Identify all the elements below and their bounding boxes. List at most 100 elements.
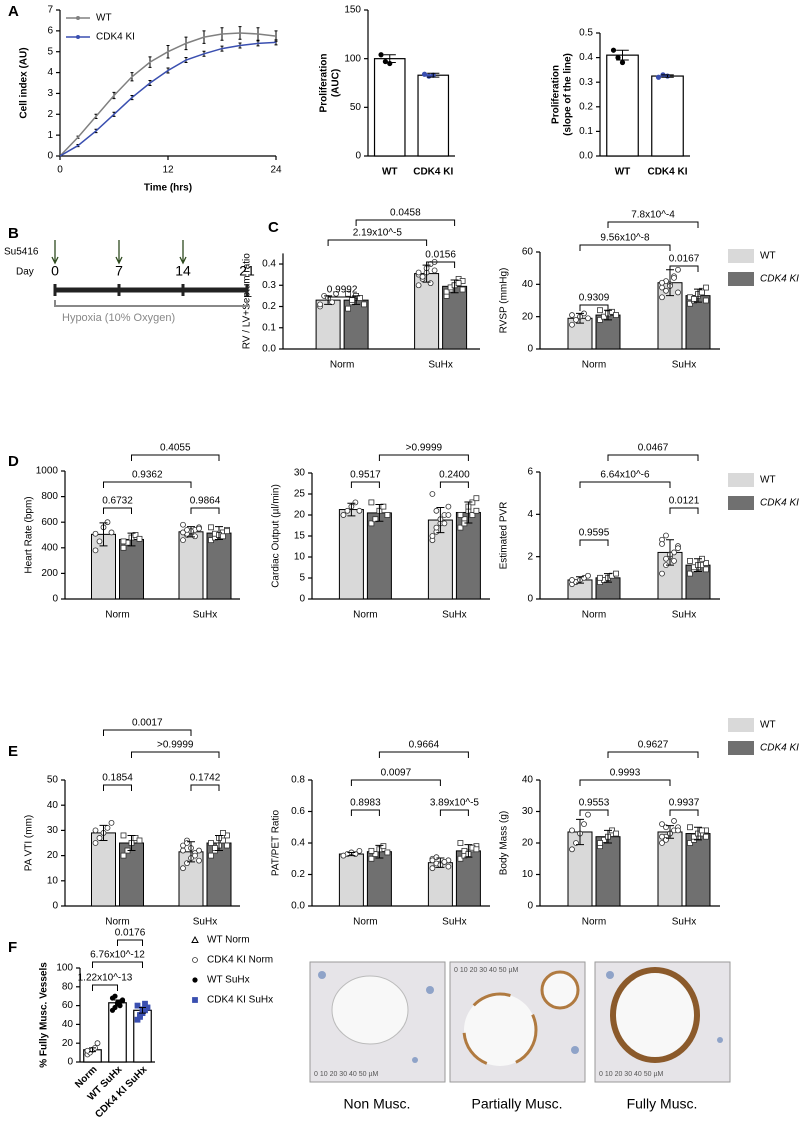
error-bar (347, 502, 356, 517)
y-tick-label: 40 (62, 1019, 74, 1030)
legend-marker (76, 35, 80, 39)
p-value: 0.1742 (190, 773, 221, 784)
point (356, 507, 363, 514)
point (368, 847, 375, 854)
caption: Non Musc. (344, 1096, 411, 1112)
y-tick-label: 0.2 (291, 869, 305, 880)
p-value: 0.4055 (160, 443, 191, 454)
point (345, 290, 352, 297)
point (659, 833, 665, 840)
y-axis-label: PA VTI (mm) (24, 815, 35, 871)
p-value: 0.0467 (638, 443, 669, 454)
significance-bracket (92, 984, 118, 991)
significance-bracket (378, 454, 469, 461)
p-value: 0.2400 (439, 470, 470, 481)
x-tick-label: Norm (353, 610, 377, 621)
point (703, 297, 709, 304)
p-value: 0.0167 (669, 254, 700, 265)
condition-label: Hypoxia (10% Oxygen) (62, 312, 175, 324)
legend-swatch (728, 496, 754, 510)
significance-bracket (190, 784, 220, 791)
panel-label: B (8, 225, 19, 242)
point (473, 495, 480, 502)
error-bar (661, 74, 674, 78)
error-bar (375, 504, 384, 522)
y-tick-label: 1000 (36, 466, 59, 477)
point (687, 300, 693, 307)
legend-label: CDK4 KI SuHx (207, 995, 273, 1006)
error-bar (427, 72, 440, 78)
point (459, 286, 466, 293)
p-value: 0.0017 (132, 718, 163, 729)
scale-bar: 0 10 20 30 40 50 µM (314, 1071, 379, 1078)
p-value: 6.76x10^-12 (90, 950, 145, 961)
injection-arrow (51, 240, 59, 265)
p-value: 0.9993 (610, 768, 641, 779)
y-tick-label: 60 (522, 247, 534, 258)
x-tick-label: Norm (330, 360, 354, 371)
p-value: 0.9517 (350, 470, 381, 481)
day-number: 14 (175, 263, 191, 279)
point (671, 558, 677, 564)
point (92, 547, 99, 554)
scale-bar: 0 10 20 30 40 50 µM (599, 1071, 664, 1078)
p-value: >0.9999 (157, 740, 194, 751)
point (613, 312, 619, 318)
y-tick-label: 0 (67, 1057, 73, 1068)
y-tick-label: 0.4 (579, 52, 593, 63)
point (687, 824, 693, 831)
p-value: 0.0156 (425, 250, 456, 261)
point (613, 830, 619, 837)
error-bar (436, 506, 445, 534)
bar (338, 853, 364, 907)
point (619, 59, 626, 66)
error-bar (576, 818, 584, 846)
x-tick-label: WT (382, 167, 398, 178)
point (445, 512, 452, 518)
error-bar (383, 54, 396, 64)
panel-label: D (8, 453, 19, 470)
y-tick-label: 4 (47, 67, 53, 78)
y-tick-label: 0.4 (291, 838, 305, 849)
point (224, 842, 230, 849)
drug-label: Su5416 (4, 247, 39, 258)
point (196, 847, 202, 854)
significance-bracket (103, 507, 132, 514)
point (212, 845, 218, 851)
significance-bracket (131, 454, 220, 461)
error-bar (215, 526, 223, 540)
significance-bracket (327, 296, 357, 303)
point (196, 857, 202, 864)
point (120, 538, 127, 545)
point (601, 313, 607, 320)
point (108, 819, 115, 826)
y-tick-label: 0.2 (579, 101, 593, 112)
significance-bracket (378, 751, 469, 758)
y-tick-label: 10 (522, 869, 534, 880)
y-tick-label: 20 (294, 510, 306, 521)
legend-swatch (728, 741, 754, 755)
p-value: 0.9664 (409, 740, 440, 751)
bar (417, 74, 450, 157)
point (659, 840, 665, 846)
p-value: 0.0097 (381, 768, 412, 779)
p-value: 0.9864 (190, 496, 221, 507)
point (352, 499, 359, 506)
error-bar (375, 844, 384, 859)
error-bar (576, 312, 584, 324)
micrograph-partial (449, 961, 586, 1083)
legend-label: CDK4 KI (760, 743, 799, 754)
point (671, 818, 677, 824)
point (585, 811, 591, 818)
legend-marker (192, 957, 198, 963)
x-tick-label: SuHx (193, 917, 217, 928)
point (142, 1000, 148, 1007)
x-tick-label: SuHx (672, 917, 696, 928)
p-value: 0.8983 (350, 798, 381, 809)
y-tick-label: 6 (47, 25, 53, 36)
point (384, 849, 391, 856)
panel-label: E (8, 743, 18, 760)
error-bar (347, 851, 356, 857)
point (192, 852, 198, 859)
point (180, 537, 186, 544)
